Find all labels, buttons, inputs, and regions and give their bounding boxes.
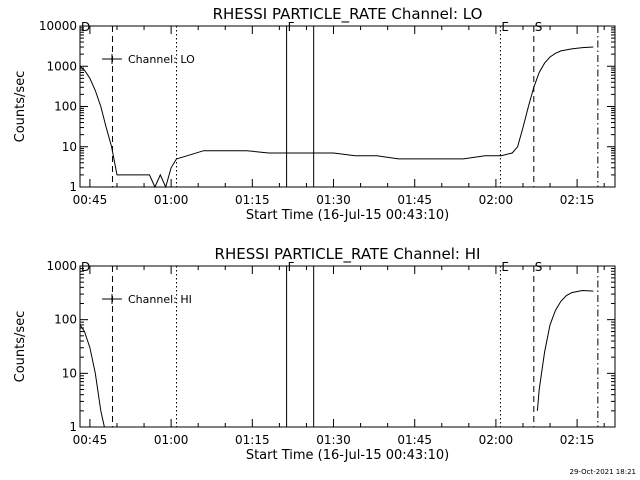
- panel-1-y-axis-label: Counts/sec: [13, 71, 28, 143]
- panel-2-title: RHESSI PARTICLE_RATE Channel: HI: [215, 245, 481, 264]
- panel-2-y-tick-label: 10: [62, 366, 77, 380]
- panel-2-x-tick-label: 01:15: [235, 433, 270, 447]
- panel-2-y-axis-label: Counts/sec: [13, 311, 28, 383]
- panel-2-y-tick-label: 1000: [46, 259, 77, 273]
- panel-1-y-tick-label: 10: [62, 140, 77, 154]
- panel-1-x-tick-label: 01:00: [154, 193, 189, 207]
- panel-1-y-tick-label: 100: [54, 100, 77, 114]
- panel-2-series-line: [536, 289, 594, 411]
- panel-1-series-line: [79, 46, 594, 189]
- panel-1-x-tick-label: 01:30: [316, 193, 351, 207]
- panel-1-legend-label: Channel: LO: [128, 53, 195, 66]
- panel-1-chart: RHESSI PARTICLE_RATE Channel: LO 1 10 100 10…: [13, 5, 616, 223]
- panel-2-plot-frame: [79, 265, 616, 428]
- panel-1-x-tick-label: 02:00: [479, 193, 514, 207]
- panel-1-x-tick-label: 01:45: [397, 193, 432, 207]
- panel-2-event-marker-label: D: [81, 260, 90, 274]
- panel-2-event-marker-label: S: [535, 260, 543, 274]
- panel-1-y-tick-label: 1: [69, 180, 77, 194]
- panel-2-event-marker-label: F: [288, 260, 295, 274]
- panel-2-x-axis-label: Start Time (16-Jul-15 00:43:10): [246, 448, 449, 463]
- panel-2-series-line: [79, 324, 105, 428]
- panel-2-y-tick-label: 100: [54, 313, 77, 327]
- panel-1-y-tick-label: 1000: [46, 59, 77, 73]
- panel-2-x-tick-label: 01:00: [154, 433, 189, 447]
- panel-2-event-marker-label: E: [501, 260, 509, 274]
- panel-2-x-tick-label: 00:45: [73, 433, 108, 447]
- timestamp: 29-Oct-2021 18:21: [570, 468, 636, 476]
- panel-2-y-tick-label: 1: [69, 420, 77, 434]
- panel-2-legend-label: Channel: HI: [128, 293, 192, 306]
- panel-2-x-tick-label: 02:15: [560, 433, 595, 447]
- panel-2-chart: RHESSI PARTICLE_RATE Channel: HI 1 10 100 10…: [13, 245, 616, 463]
- panel-1-event-marker-label: S: [535, 20, 543, 34]
- panel-2-x-tick-label: 01:45: [397, 433, 432, 447]
- panel-1-x-tick-label: 00:45: [73, 193, 108, 207]
- panel-1-event-marker-label: D: [81, 20, 90, 34]
- panel-1-event-marker-label: E: [501, 20, 509, 34]
- panel-2-x-tick-label: 02:00: [479, 433, 514, 447]
- panel-1-title: RHESSI PARTICLE_RATE Channel: LO: [213, 5, 483, 24]
- panel-1-x-tick-label: 01:15: [235, 193, 270, 207]
- panel-1-plot-frame: [79, 25, 616, 188]
- panel-2-x-tick-label: 01:30: [316, 433, 351, 447]
- panel-1-x-axis-label: Start Time (16-Jul-15 00:43:10): [246, 208, 449, 223]
- panel-1-x-tick-label: 02:15: [560, 193, 595, 207]
- panel-1-event-marker-label: F: [288, 20, 295, 34]
- panel-1-y-tick-label: 10000: [39, 19, 77, 33]
